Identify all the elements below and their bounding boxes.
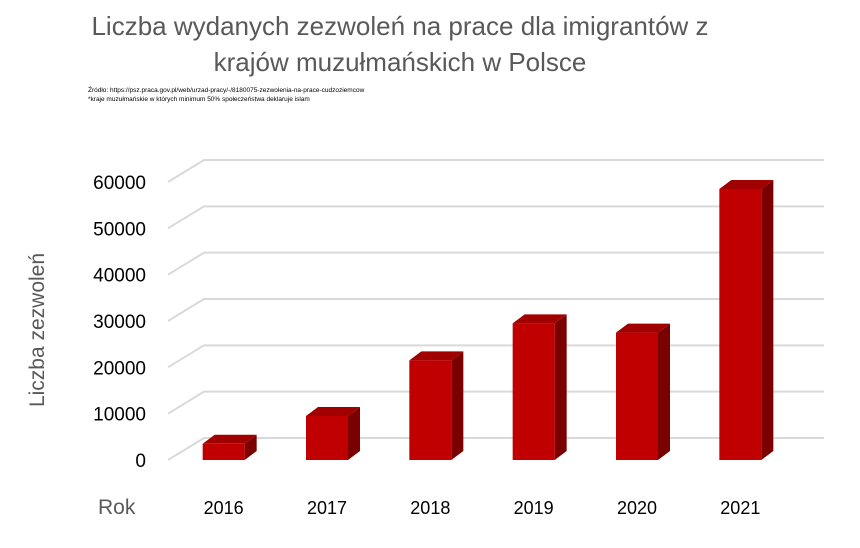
source-note: Źródło: https://psz.praca.gov.pl/web/urz… — [88, 86, 364, 104]
bar-side — [554, 314, 567, 460]
y-tick-label: 0 — [135, 451, 146, 472]
bar-front — [616, 332, 658, 460]
bar-top — [616, 323, 670, 333]
y-tick-label: 50000 — [93, 219, 146, 240]
bar-side — [658, 323, 670, 460]
y-axis-label: Liczba zezwoleń — [26, 253, 49, 407]
bar-2017 — [306, 406, 360, 460]
bar-front — [202, 443, 245, 460]
bar-2016 — [202, 434, 257, 460]
x-axis-categories: 2016 2017 2018 2019 2020 2021 — [204, 498, 761, 518]
bar-2018 — [409, 351, 464, 460]
bar-side — [761, 179, 774, 460]
gridline — [167, 251, 824, 276]
footnote: *kraje muzułmańskie w których minimum 50… — [88, 96, 310, 103]
bar-2020 — [616, 323, 670, 460]
chart-title: Liczba wydanych zezwoleń na prace dla im… — [91, 11, 709, 77]
y-tick-label: 20000 — [93, 358, 146, 379]
y-tick-label: 10000 — [93, 405, 146, 426]
x-axis-label: Rok — [98, 496, 136, 519]
bar-front — [409, 360, 452, 460]
source-url: Źródło: https://psz.praca.gov.pl/web/urz… — [88, 87, 365, 94]
x-category-label: 2017 — [307, 498, 347, 518]
bar-2019 — [512, 314, 567, 460]
bar-top — [202, 434, 257, 444]
x-category-label: 2019 — [514, 498, 554, 518]
y-tick-label: 40000 — [93, 266, 146, 287]
y-tick-label: 60000 — [93, 173, 146, 194]
gridline — [167, 298, 824, 322]
bar-top — [409, 351, 464, 361]
x-category-label: 2016 — [204, 498, 244, 518]
gridline — [167, 159, 824, 183]
bar-side — [348, 406, 360, 460]
y-tick-label: 30000 — [93, 312, 146, 333]
bar-front — [719, 188, 762, 460]
x-category-label: 2018 — [410, 498, 450, 518]
bar-top — [306, 406, 360, 416]
bar-front — [306, 415, 348, 460]
bar-side — [451, 351, 464, 460]
bars — [202, 179, 774, 460]
bar-front — [512, 323, 555, 460]
gridline — [167, 205, 824, 230]
bar-top — [719, 179, 774, 189]
bar-2021 — [719, 179, 774, 460]
bar-side — [244, 434, 257, 460]
y-axis-ticks: 0 10000 20000 30000 40000 50000 60000 — [93, 173, 146, 472]
x-category-label: 2020 — [617, 498, 657, 518]
bar-top — [512, 314, 567, 324]
x-category-label: 2021 — [720, 498, 760, 518]
